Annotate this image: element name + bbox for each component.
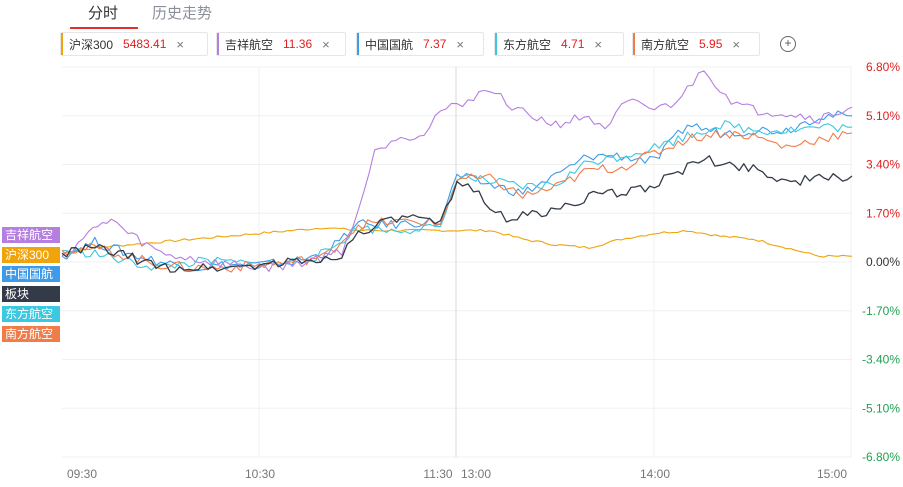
y-tick-label: 6.80%	[866, 60, 900, 74]
legend-tag-air-china[interactable]: 中国国航	[2, 266, 60, 282]
chip-china-southern[interactable]: 南方航空 5.95 ×	[632, 32, 760, 56]
series-line-6	[61, 155, 853, 273]
chip-value: 5483.41	[123, 37, 167, 51]
y-tick-label: -1.70%	[862, 304, 900, 318]
series-line-4	[61, 129, 853, 273]
chip-name: 吉祥航空	[225, 37, 274, 52]
y-tick-label: 5.10%	[866, 109, 900, 123]
close-icon[interactable]: ×	[732, 36, 740, 52]
chip-value: 11.36	[283, 37, 313, 51]
chip-name: 沪深300	[69, 37, 114, 52]
close-icon[interactable]: ×	[322, 36, 330, 52]
y-tick-label: 0.00%	[866, 255, 900, 269]
y-tick-label: -6.80%	[862, 450, 900, 464]
x-tick-label: 15:00	[817, 467, 847, 481]
chip-color-bar	[61, 33, 63, 55]
x-tick-label: 09:30	[67, 467, 97, 481]
y-tick-label: -5.10%	[862, 401, 900, 415]
chip-value: 7.37	[423, 37, 447, 51]
legend-tag-hs300[interactable]: 沪深300	[2, 247, 60, 263]
chip-value: 4.71	[561, 37, 585, 51]
x-tick-label: 14:00	[640, 467, 670, 481]
chip-juneyao[interactable]: 吉祥航空 11.36 ×	[216, 32, 346, 56]
chip-china-eastern[interactable]: 东方航空 4.71 ×	[494, 32, 624, 56]
close-icon[interactable]: ×	[176, 36, 185, 52]
close-icon[interactable]: ×	[456, 36, 464, 52]
x-tick-label: 11:30	[423, 467, 452, 481]
series-line-2	[61, 110, 853, 273]
tab-history[interactable]: 历史走势	[152, 5, 213, 22]
add-compare-icon[interactable]: +	[780, 36, 796, 52]
series-line-5	[61, 70, 853, 273]
chip-air-china[interactable]: 中国国航 7.37 ×	[356, 32, 484, 56]
close-icon[interactable]: ×	[594, 36, 602, 52]
chip-color-bar	[633, 33, 635, 55]
y-tick-label: -3.40%	[862, 353, 900, 367]
tab-intraday[interactable]: 分时	[88, 5, 119, 22]
chip-color-bar	[495, 33, 497, 55]
series-line-3	[61, 120, 852, 271]
chip-color-bar	[217, 33, 219, 55]
y-tick-label: 3.40%	[866, 158, 900, 172]
chip-name: 东方航空	[503, 37, 552, 52]
chip-hs300[interactable]: 沪深300 5483.41 ×	[60, 32, 208, 56]
chip-name: 南方航空	[641, 37, 690, 52]
series-line-1	[61, 227, 853, 258]
chip-name: 中国国航	[365, 37, 414, 52]
x-tick-label: 13:00	[461, 467, 491, 481]
x-tick-label: 10:30	[245, 467, 275, 481]
legend-tag-china-eastern[interactable]: 东方航空	[2, 306, 60, 322]
legend-tag-sector[interactable]: 板块	[2, 286, 60, 302]
y-tick-label: 1.70%	[866, 206, 900, 220]
chip-value: 5.95	[699, 37, 723, 51]
chart-tabs: 分时 历史走势	[0, 0, 903, 30]
legend-tag-china-southern[interactable]: 南方航空	[2, 326, 60, 342]
chip-color-bar	[357, 33, 359, 55]
active-tab-indicator	[70, 27, 138, 29]
legend-tag-juneyao[interactable]: 吉祥航空	[2, 227, 60, 243]
